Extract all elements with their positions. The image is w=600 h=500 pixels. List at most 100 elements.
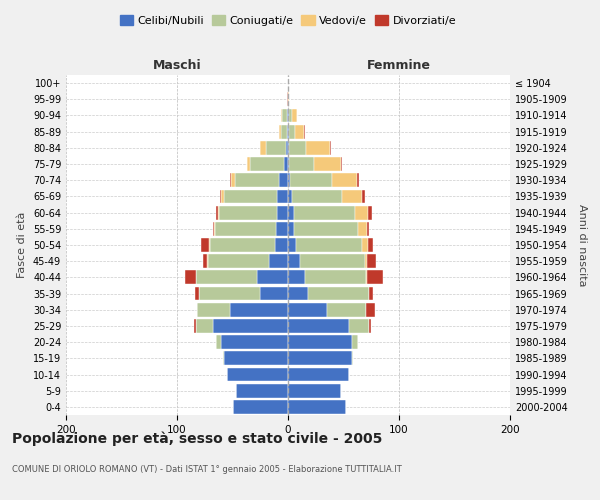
Bar <box>236 384 288 398</box>
Bar <box>369 286 373 300</box>
Bar <box>221 336 288 349</box>
Bar <box>283 108 287 122</box>
Bar <box>289 141 306 154</box>
Bar <box>308 286 369 300</box>
Bar <box>352 336 358 349</box>
Y-axis label: Anni di nascita: Anni di nascita <box>577 204 587 286</box>
Bar <box>355 206 368 220</box>
Bar <box>289 108 292 122</box>
Bar <box>362 238 368 252</box>
Bar <box>279 125 281 138</box>
Bar <box>341 157 343 171</box>
Bar <box>330 141 331 154</box>
Bar <box>250 157 284 171</box>
Bar <box>203 254 207 268</box>
Text: Femmine: Femmine <box>367 59 431 72</box>
Bar <box>257 270 288 284</box>
Bar <box>233 400 288 414</box>
Bar <box>235 174 279 187</box>
Bar <box>288 286 308 300</box>
Bar <box>314 157 341 171</box>
Bar <box>216 336 221 349</box>
Bar <box>352 352 353 365</box>
Bar <box>266 141 286 154</box>
Bar <box>362 190 365 203</box>
Bar <box>197 303 230 316</box>
Bar <box>286 141 288 154</box>
Bar <box>288 174 290 187</box>
Legend: Celibi/Nubili, Coniugati/e, Vedovi/e, Divorziati/e: Celibi/Nubili, Coniugati/e, Vedovi/e, Di… <box>115 10 461 30</box>
Bar <box>219 206 277 220</box>
Bar <box>300 254 365 268</box>
Text: Popolazione per età, sesso e stato civile - 2005: Popolazione per età, sesso e stato civil… <box>12 431 382 446</box>
Bar <box>230 174 232 187</box>
Bar <box>288 222 293 235</box>
Bar <box>277 190 288 203</box>
Bar <box>202 238 209 252</box>
Bar <box>260 286 288 300</box>
Bar <box>295 125 304 138</box>
Bar <box>279 174 288 187</box>
Bar <box>288 368 349 382</box>
Bar <box>288 319 349 333</box>
Bar <box>287 125 288 138</box>
Bar <box>365 254 367 268</box>
Bar <box>223 352 224 365</box>
Bar <box>195 286 199 300</box>
Text: Maschi: Maschi <box>152 59 202 72</box>
Bar <box>220 190 221 203</box>
Bar <box>287 108 288 122</box>
Bar <box>292 190 343 203</box>
Bar <box>288 384 341 398</box>
Bar <box>288 157 289 171</box>
Bar <box>366 270 367 284</box>
Bar <box>296 238 362 252</box>
Bar <box>288 190 292 203</box>
Bar <box>199 286 260 300</box>
Bar <box>215 222 276 235</box>
Bar <box>230 303 288 316</box>
Bar <box>212 319 288 333</box>
Bar <box>288 303 327 316</box>
Bar <box>289 157 314 171</box>
Bar <box>288 141 289 154</box>
Bar <box>332 174 357 187</box>
Bar <box>293 206 355 220</box>
Bar <box>292 108 297 122</box>
Bar <box>211 238 275 252</box>
Bar <box>224 190 277 203</box>
Bar <box>194 319 196 333</box>
Bar <box>287 92 288 106</box>
Bar <box>214 222 215 235</box>
Bar <box>367 254 376 268</box>
Bar <box>343 190 362 203</box>
Bar <box>185 270 196 284</box>
Bar <box>212 222 214 235</box>
Bar <box>290 174 332 187</box>
Bar <box>209 238 211 252</box>
Bar <box>288 400 346 414</box>
Bar <box>207 254 208 268</box>
Bar <box>358 222 367 235</box>
Bar <box>275 238 288 252</box>
Bar <box>288 206 293 220</box>
Bar <box>368 238 373 252</box>
Bar <box>288 92 289 106</box>
Bar <box>288 336 352 349</box>
Bar <box>357 174 359 187</box>
Bar <box>276 222 288 235</box>
Bar <box>224 352 288 365</box>
Bar <box>327 303 366 316</box>
Bar <box>368 206 373 220</box>
Y-axis label: Fasce di età: Fasce di età <box>17 212 27 278</box>
Bar <box>284 157 288 171</box>
Bar <box>366 303 374 316</box>
Bar <box>288 270 305 284</box>
Bar <box>304 125 305 138</box>
Bar <box>288 108 289 122</box>
Bar <box>208 254 269 268</box>
Bar <box>218 206 219 220</box>
Bar <box>232 174 235 187</box>
Bar <box>247 157 250 171</box>
Bar <box>305 270 366 284</box>
